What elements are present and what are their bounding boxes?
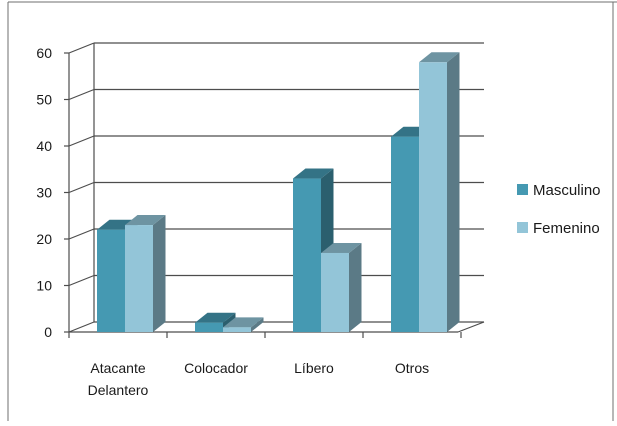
gridline-diagonal (68, 321, 95, 333)
bar-top (195, 312, 236, 323)
gridline-diagonal (68, 274, 95, 287)
bar-side (153, 215, 166, 332)
bar-top (321, 242, 362, 253)
floor-edge (457, 321, 485, 333)
category-label: Líbero (294, 360, 334, 376)
bar-front (391, 136, 419, 332)
gridline-diagonal (68, 42, 95, 54)
bar-side (349, 242, 362, 332)
category-label: Atacante Delantero (88, 360, 149, 398)
legend: Masculino Femenino (517, 182, 601, 237)
gridline-diagonal (68, 88, 95, 101)
legend-label: Femenino (533, 220, 600, 237)
y-tick-label: 10 (36, 278, 52, 294)
y-tick-label: 30 (36, 185, 52, 201)
bar-front (293, 178, 321, 332)
bar-front (419, 62, 447, 333)
bar-front (223, 327, 251, 332)
gridline-diagonal (68, 135, 95, 147)
bar-top (419, 52, 460, 63)
bar-femenino-0 (125, 215, 166, 332)
legend-label: Masculino (533, 182, 601, 199)
gridline-diagonal (68, 228, 95, 240)
bar-femenino-1 (223, 317, 264, 332)
bars (97, 52, 460, 333)
bar-front (97, 229, 125, 332)
bar-side (251, 317, 264, 332)
category-label: Otros (395, 360, 429, 376)
x-category-labels: Atacante Delantero Colocador Líbero Otros (88, 360, 429, 398)
bar-front (321, 252, 349, 332)
y-tick-label: 40 (36, 138, 52, 154)
y-tick-label: 50 (36, 92, 52, 108)
y-tick-labels: 0 10 20 30 40 50 60 (36, 45, 52, 340)
y-tick-label: 20 (36, 231, 52, 247)
gridline-diagonal (68, 181, 95, 194)
bar-femenino-3 (419, 52, 460, 333)
bar-front (195, 322, 223, 332)
category-label: Colocador (184, 360, 248, 376)
y-tick-label: 60 (36, 45, 52, 61)
bar-top (125, 215, 166, 226)
bar-front (125, 225, 153, 332)
bar-femenino-2 (321, 242, 362, 332)
bar-top (223, 317, 264, 328)
legend-swatch (517, 184, 528, 195)
y-tick-label: 0 (44, 324, 52, 340)
bar-top (293, 168, 334, 179)
legend-swatch (517, 222, 528, 233)
bar-side (447, 52, 460, 333)
